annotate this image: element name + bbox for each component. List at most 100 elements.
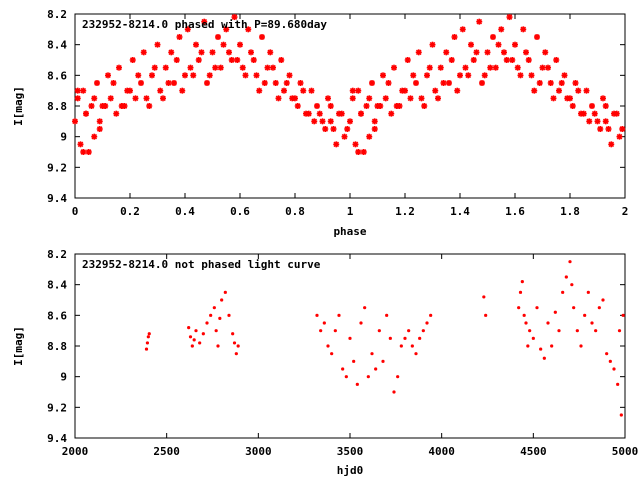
phased-data-point	[248, 49, 254, 56]
phased-data-point	[96, 118, 103, 125]
phased-y-tick-label: 8.2	[47, 8, 67, 21]
phased-y-tick-label: 9	[60, 131, 67, 144]
phased-data-point	[605, 126, 612, 132]
phased-data-point	[149, 72, 155, 79]
phased-data-point	[91, 133, 98, 140]
phased-data-point	[341, 133, 348, 140]
phased-data-point	[283, 80, 290, 86]
unphased-data-point	[337, 313, 341, 317]
unphased-data-point	[418, 336, 422, 340]
unphased-data-point	[421, 329, 425, 333]
phased-data-point	[286, 72, 293, 79]
phased-data-point	[561, 72, 568, 79]
phased-data-point	[393, 103, 400, 109]
unphased-data-point	[326, 344, 330, 348]
phased-data-point	[413, 80, 419, 86]
phased-data-point	[267, 49, 274, 56]
unphased-data-point	[144, 347, 149, 351]
phased-data-point	[575, 87, 582, 94]
unphased-plot-frame	[74, 253, 626, 439]
unphased-data-point	[619, 413, 623, 417]
phased-data-point	[206, 72, 213, 79]
phased-data-point	[385, 80, 392, 86]
unphased-data-point	[315, 313, 319, 317]
phased-data-point	[190, 72, 197, 79]
phased-data-point	[165, 80, 172, 86]
phased-data-point	[391, 64, 397, 71]
phased-data-point	[490, 34, 496, 40]
unphased-data-point	[410, 344, 414, 348]
unphased-data-point	[517, 306, 521, 310]
phased-data-point	[231, 14, 238, 21]
phased-data-point	[553, 57, 560, 63]
phased-data-point	[388, 110, 395, 117]
unphased-data-point	[601, 298, 605, 302]
phased-data-point	[237, 41, 243, 48]
phased-data-point	[517, 72, 524, 79]
phased-data-point	[182, 72, 188, 79]
phased-data-point	[440, 80, 447, 86]
phased-data-point	[531, 87, 538, 94]
unphased-x-axis-label: hjd0	[337, 464, 364, 477]
phased-data-point	[80, 149, 87, 155]
phased-data-point	[407, 95, 414, 102]
phased-data-point	[545, 64, 551, 71]
phased-data-point	[404, 57, 411, 63]
unphased-data-point	[146, 335, 150, 339]
unphased-data-point	[370, 352, 374, 356]
phased-data-point	[435, 95, 441, 102]
phased-data-point	[583, 87, 590, 94]
phased-data-point	[195, 57, 202, 63]
unphased-y-tick-label: 9.2	[47, 401, 67, 414]
phased-data-point	[349, 87, 356, 94]
unphased-data-point	[381, 359, 385, 363]
phased-data-point	[501, 49, 507, 56]
unphased-data-point	[212, 306, 216, 310]
phased-y-tick-label: 8.6	[47, 69, 67, 82]
unphased-data-point	[396, 375, 400, 379]
phased-data-point	[410, 72, 417, 79]
phased-data-point	[399, 87, 406, 94]
phased-data-point	[547, 80, 554, 86]
unphased-y-tick-label: 8.4	[47, 279, 67, 292]
phased-data-point	[325, 95, 331, 102]
phased-panel: 0 0.2 0.4 0.6 0.8 1 1.2 1.4 1.6 1.8 2 8.2 8.4 8.6 8.8 9…	[12, 8, 628, 238]
unphased-data-point	[586, 290, 590, 294]
phased-data-point	[327, 118, 334, 125]
unphased-data-point	[214, 329, 218, 333]
phased-data-point	[322, 126, 329, 132]
phased-y-tick-label: 9.2	[47, 161, 67, 174]
unphased-data-point	[575, 329, 579, 333]
phased-data-point	[355, 149, 362, 155]
phased-data-point	[608, 141, 615, 148]
unphased-data-point	[572, 306, 576, 310]
unphased-data-point	[550, 344, 554, 348]
phased-data-point	[539, 64, 546, 71]
phased-data-point	[429, 41, 436, 48]
phased-data-point	[443, 49, 450, 56]
phased-data-point	[319, 118, 326, 125]
phased-data-point	[457, 72, 463, 79]
unphased-data-point	[190, 344, 194, 348]
phased-data-point	[369, 80, 375, 86]
phased-data-point	[294, 103, 301, 109]
unphased-data-point	[194, 329, 198, 333]
phased-data-point	[217, 64, 224, 71]
phased-data-point	[415, 49, 422, 56]
phased-data-point	[520, 26, 527, 33]
unphased-data-point	[374, 367, 378, 371]
unphased-data-point	[608, 359, 612, 363]
phased-data-point	[264, 64, 271, 71]
phased-data-point	[556, 87, 562, 94]
phased-data-point	[352, 141, 359, 148]
unphased-x-tick-label: 5000	[612, 445, 639, 458]
phased-data-point	[193, 41, 199, 48]
phased-data-point	[349, 95, 356, 102]
phased-plot-frame	[74, 13, 626, 199]
phased-data-point	[509, 57, 516, 63]
unphased-data-point	[617, 329, 622, 333]
unphased-data-point	[579, 344, 583, 348]
phased-data-point	[594, 118, 601, 125]
phased-data-point	[245, 26, 252, 33]
